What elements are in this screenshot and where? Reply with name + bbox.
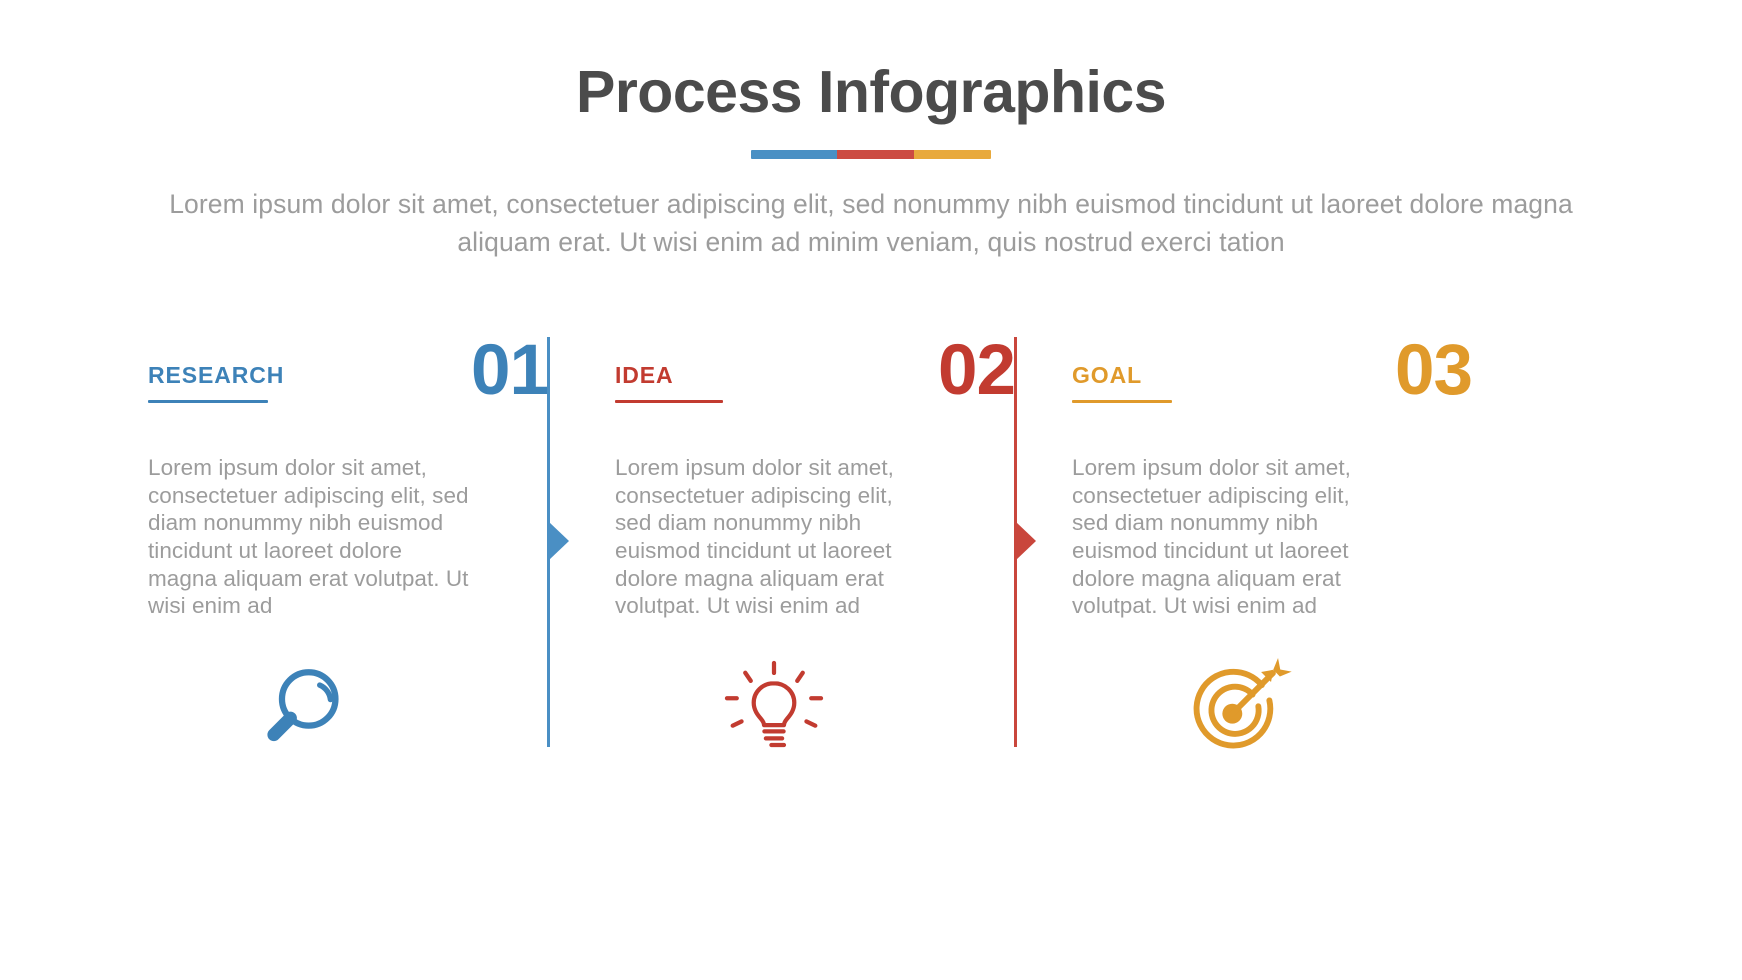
step-item-goal: GOAL 03 Lorem ipsum dolor sit amet, cons… (1072, 330, 1473, 760)
lightbulb-icon (615, 650, 1015, 770)
step-item-idea: IDEA 02 Lorem ipsum dolor sit amet, cons… (615, 330, 1016, 760)
divider-bar-yellow-segment (914, 149, 991, 159)
page-subtitle: Lorem ipsum dolor sit amet, consectetuer… (169, 188, 1573, 258)
step-number: 03 (1395, 331, 1473, 410)
step-label-underline (1072, 400, 1172, 403)
step-label-underline (615, 400, 723, 403)
steps-container: RESEARCH 01 Lorem ipsum dolor sit amet, … (0, 330, 1742, 760)
step-label: IDEA (615, 362, 674, 388)
divider-red (1014, 337, 1036, 747)
page-title: Process Infographics (575, 59, 1167, 125)
step-description: Lorem ipsum dolor sit amet, consectetuer… (1072, 455, 1351, 619)
divider-red-arrow-icon (1016, 522, 1036, 560)
step-label-group: GOAL (1072, 330, 1172, 403)
step-label-group: RESEARCH (148, 330, 284, 403)
step-number: 02 (938, 331, 1016, 410)
step-item-research: RESEARCH 01 Lorem ipsum dolor sit amet, … (148, 330, 549, 760)
header: Process Infographics Lorem ipsum dolor s… (0, 0, 1742, 262)
step-label-underline (148, 400, 268, 403)
divider-bar-blue-segment (751, 149, 838, 159)
divider-bar-red-segment (837, 149, 915, 159)
step-description: Lorem ipsum dolor sit amet, consectetuer… (615, 455, 894, 619)
step-label-group: IDEA (615, 330, 723, 403)
step-header: IDEA 02 (615, 330, 1016, 430)
target-icon (1072, 650, 1472, 770)
step-label: GOAL (1072, 362, 1143, 388)
step-header: RESEARCH 01 (148, 330, 549, 430)
title-divider-bar (751, 149, 991, 159)
step-header: GOAL 03 (1072, 330, 1473, 430)
step-number: 01 (471, 331, 549, 410)
step-label: RESEARCH (148, 362, 285, 388)
divider-blue (547, 337, 569, 747)
magnifier-icon (148, 650, 548, 770)
step-description: Lorem ipsum dolor sit amet, consectetuer… (148, 455, 469, 619)
divider-blue-arrow-icon (549, 522, 569, 560)
